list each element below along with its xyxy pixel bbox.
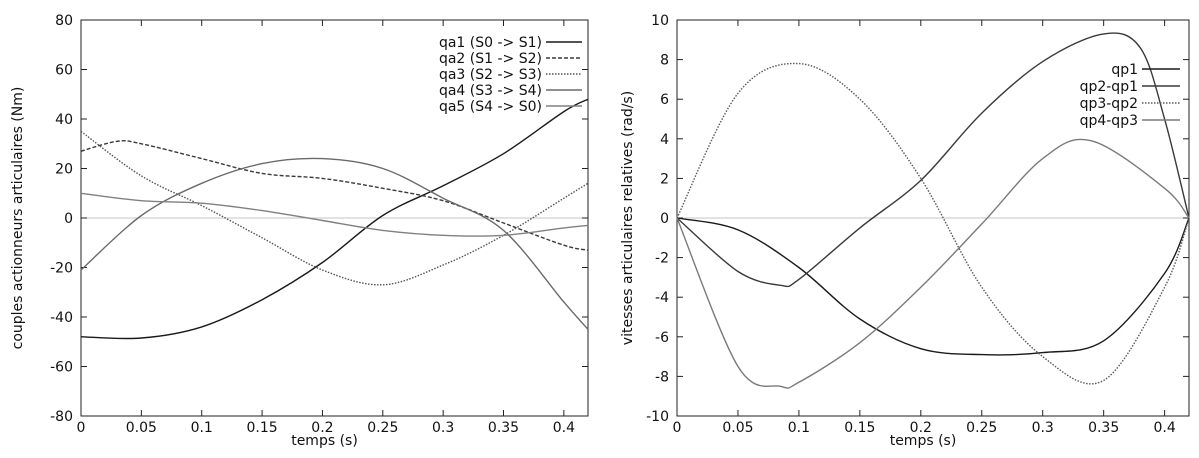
x-tick-label: 0.25: [966, 420, 997, 436]
x-tick-label: 0.35: [488, 420, 519, 436]
y-tick-label: 10: [651, 13, 669, 29]
legend-label: qa4 (S3 -> S4): [439, 83, 542, 99]
x-tick-label: 0.2: [910, 420, 932, 436]
x-axis-label: temps (s): [890, 433, 957, 449]
x-tick-label: 0.4: [1153, 420, 1175, 436]
y-tick-label: -80: [50, 409, 73, 425]
y-axis-label: vitesses articulaires relatives (rad/s): [620, 91, 636, 345]
y-tick-label: 8: [660, 53, 669, 69]
x-tick-label: 0.25: [367, 420, 398, 436]
y-tick-label: -4: [655, 290, 669, 306]
y-tick-label: 2: [660, 171, 669, 187]
legend-label: qa1 (S0 -> S1): [439, 35, 542, 51]
legend-label: qp3-qp2: [1080, 96, 1138, 112]
y-tick-label: 6: [660, 92, 669, 108]
y-tick-label: -2: [655, 251, 669, 267]
y-tick-label: -6: [655, 330, 669, 346]
y-tick-label: -20: [50, 261, 73, 277]
y-tick-label: -60: [50, 360, 73, 376]
y-tick-label: 0: [660, 211, 669, 227]
y-tick-label: 40: [55, 112, 73, 128]
series-line-1: [676, 217, 1190, 356]
y-tick-label: 20: [55, 162, 73, 178]
series-line-5: [80, 192, 589, 237]
legend-label: qa2 (S1 -> S2): [439, 51, 542, 67]
x-tick-label: 0.1: [788, 420, 810, 436]
y-tick-label: 0: [64, 211, 73, 227]
x-tick-label: 0.05: [126, 420, 157, 436]
series-line-3: [676, 62, 1190, 385]
x-tick-label: 0.15: [246, 420, 277, 436]
x-tick-label: 0.15: [844, 420, 875, 436]
legend: qa1 (S0 -> S1)qa2 (S1 -> S2)qa3 (S2 -> S…: [439, 35, 582, 115]
x-tick-label: 0.05: [722, 420, 753, 436]
series-line-4: [80, 157, 589, 330]
y-axis-label: couples actionneurs articulaires (Nm): [10, 87, 26, 350]
x-tick-label: 0: [77, 420, 86, 436]
x-tick-label: 0: [673, 420, 682, 436]
legend-label: qa3 (S2 -> S3): [439, 67, 542, 83]
y-tick-label: -40: [50, 310, 73, 326]
series-line-1: [80, 98, 589, 340]
chart-2: -10 -8 -6 -4 -2 0 2 4 6 8 10 0 0.05 0.1 0.15 0.2 0.25 0.3…: [620, 13, 1190, 449]
x-tick-label: 0.35: [1088, 420, 1119, 436]
chart-1: -80 -60 -40 -20 0 20 40 60 80 0 0.05 0.1 0.15 0.2 0.25…: [10, 13, 589, 449]
legend-label: qa5 (S4 -> S0): [439, 99, 542, 115]
x-tick-label: 0.1: [191, 420, 213, 436]
series-line-3: [80, 130, 589, 286]
x-axis-label: temps (s): [291, 433, 358, 449]
y-tick-label: -8: [655, 369, 669, 385]
legend-label: qp1: [1111, 62, 1138, 78]
x-tick-label: 0.4: [553, 420, 575, 436]
y-tick-label: 4: [660, 132, 669, 148]
y-tick-label: 60: [55, 63, 73, 79]
legend-label: qp4-qp3: [1080, 113, 1138, 129]
y-tick-label: 80: [55, 13, 73, 29]
legend-label: qp2-qp1: [1080, 79, 1138, 95]
series-line-2: [676, 32, 1190, 288]
x-tick-label: 0.3: [1032, 420, 1054, 436]
series-line-2: [80, 140, 589, 251]
x-tick-label: 0.2: [311, 420, 333, 436]
y-tick-label: -10: [646, 409, 669, 425]
series-line-4: [676, 138, 1190, 389]
x-tick-label: 0.3: [432, 420, 454, 436]
